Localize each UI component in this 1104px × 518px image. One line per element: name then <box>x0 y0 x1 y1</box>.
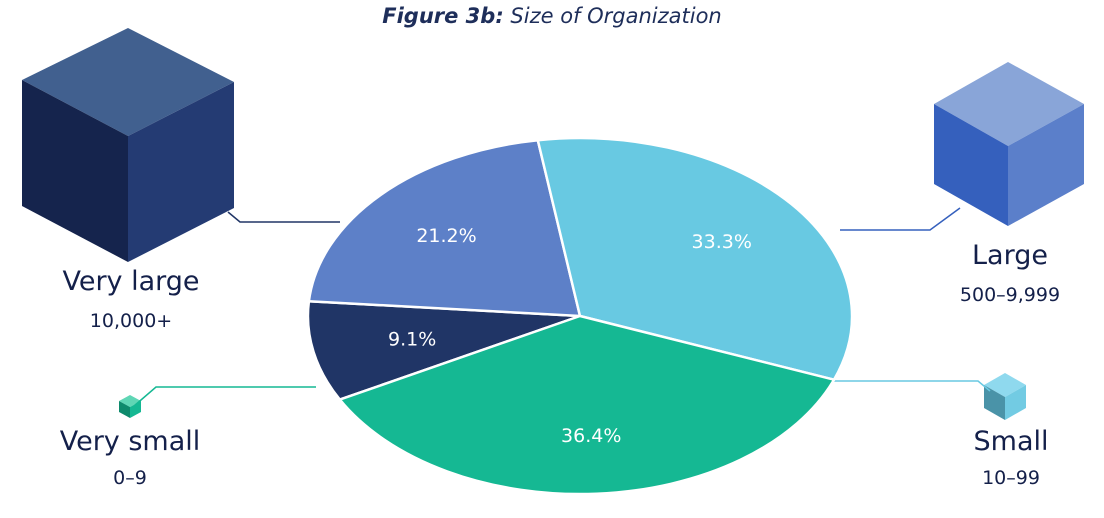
very-large-leader-line <box>227 211 340 223</box>
small-leader-line <box>826 380 991 392</box>
chart-title: Figure 3b: Size of Organization <box>0 4 1104 28</box>
small-cube-icon <box>984 373 1026 420</box>
very-small-leader-line <box>133 386 316 407</box>
pie-label-small: 33.3% <box>692 231 752 253</box>
pie-label-very-large: 9.1% <box>388 329 436 351</box>
pie-label-very-small: 36.4% <box>561 425 621 447</box>
small-label: Small <box>973 426 1049 457</box>
very-small-range: 0–9 <box>113 467 147 489</box>
large-leader-line <box>840 207 961 231</box>
pie-slice-large <box>307 138 582 318</box>
large-range: 500–9,999 <box>959 284 1061 306</box>
very-small-label: Very small <box>59 426 201 457</box>
pie-slice-small <box>536 136 854 381</box>
pie-slice-very-large <box>306 299 582 401</box>
small-range: 10–99 <box>982 467 1040 489</box>
very-small-cube-icon <box>119 395 141 418</box>
chart-title-prefix: Figure 3b: <box>382 4 504 28</box>
large-label: Large <box>972 240 1048 271</box>
very-large-cube-icon <box>22 28 234 262</box>
chart-title-text: Size of Organization <box>510 4 722 28</box>
very-large-label: Very large <box>62 266 200 297</box>
pie-slice-very-small <box>338 314 836 496</box>
large-cube-icon <box>934 62 1084 226</box>
pie-label-large: 21.2% <box>416 225 476 247</box>
very-large-range: 10,000+ <box>89 310 173 332</box>
